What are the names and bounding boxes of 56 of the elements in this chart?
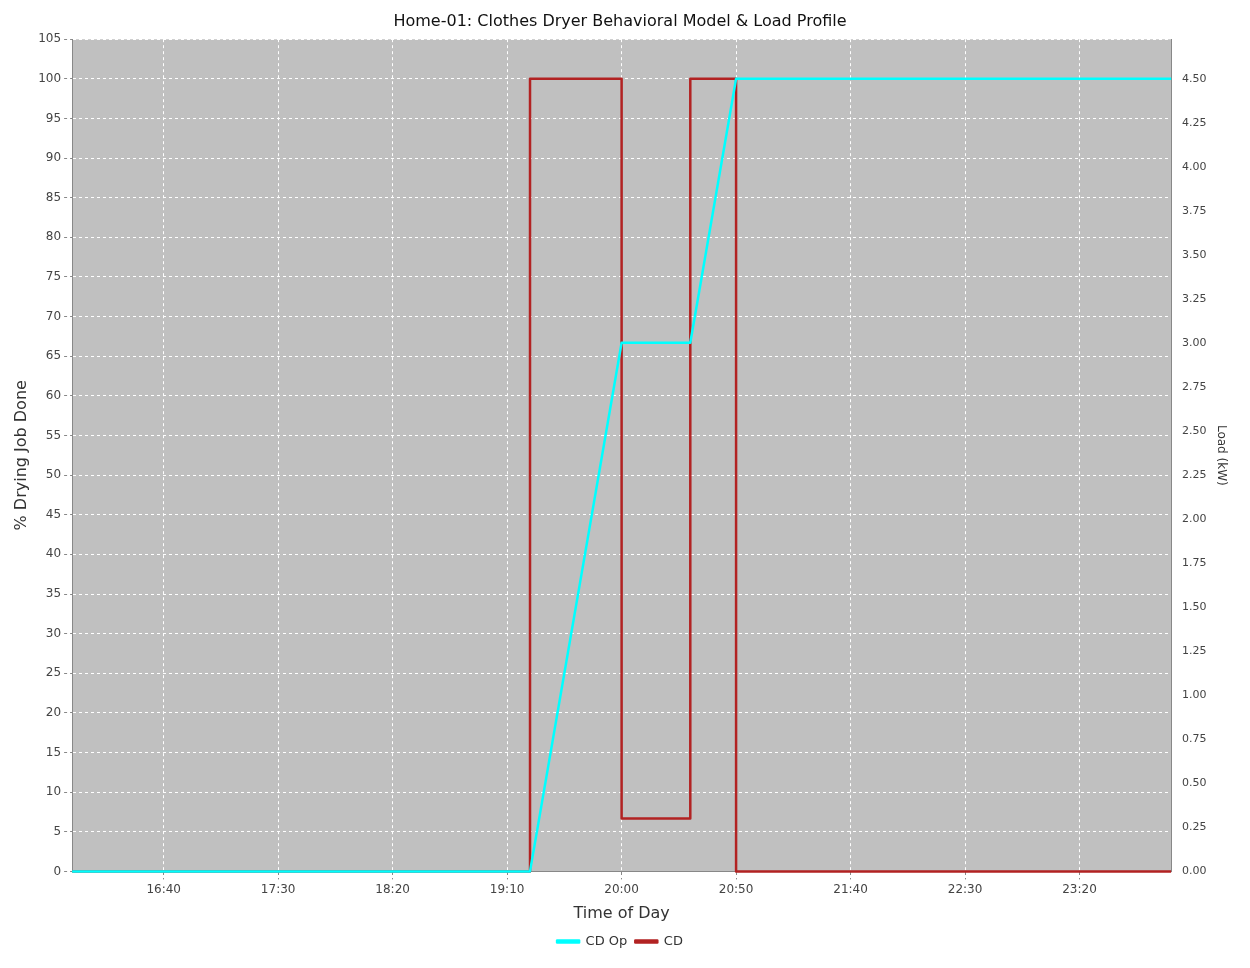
y-tick-label: 105: [38, 31, 62, 46]
y-tick-label: 70: [45, 308, 62, 323]
y2-tick-label: 3.75: [1182, 203, 1207, 217]
y-tick-label: 60: [45, 387, 62, 402]
y2-tick-label: 4.25: [1182, 115, 1207, 129]
y-tick-label: 85: [45, 189, 62, 204]
chart-title: Home-01: Clothes Dryer Behavioral Model & Load Profile: [393, 10, 847, 30]
y-tick-label: 65: [45, 348, 62, 363]
x-tick-label: 18:20: [375, 881, 410, 896]
y2-tick-label: 0.50: [1182, 776, 1207, 790]
x-tick-label: 17:30: [260, 881, 296, 896]
y2-tick-label: 3.00: [1182, 335, 1207, 349]
y2-tick-label: 3.50: [1182, 247, 1207, 261]
y-tick-label: 15: [45, 744, 62, 759]
y2-tick-label: 0.25: [1182, 820, 1207, 834]
y2-tick-label: 1.25: [1182, 644, 1207, 658]
y-tick-label: 45: [45, 506, 62, 521]
y2-tick-label: 4.50: [1182, 71, 1207, 85]
x-tick-label: 23:20: [1062, 881, 1097, 896]
y-axis-title: % Drying Job Done: [10, 380, 30, 531]
y-tick-label: 25: [45, 665, 62, 680]
x-tick-label: 22:30: [947, 881, 983, 896]
x-tick-label: 16:40: [146, 881, 181, 896]
y2-tick-label: 1.00: [1182, 688, 1207, 702]
y2-tick-label: 2.75: [1182, 379, 1207, 393]
y-tick-label: 75: [45, 269, 62, 284]
y2-tick-label: 1.50: [1182, 600, 1207, 614]
legend-label: CD Op: [585, 932, 628, 948]
y2-tick-label: 1.75: [1182, 556, 1207, 570]
x-tick-label: 20:00: [604, 881, 639, 896]
y-tick-label: 80: [45, 229, 62, 244]
legend-label: CD: [663, 932, 683, 948]
y2-tick-label: 4.00: [1182, 159, 1207, 173]
y-tick-label: 55: [45, 427, 62, 442]
y-tick-label: 35: [45, 586, 62, 601]
y-tick-label: 5: [53, 823, 62, 838]
y-tick-label: 100: [38, 70, 62, 85]
y-tick-label: 0: [53, 863, 62, 878]
y-tick-label: 95: [45, 110, 62, 125]
x-tick-label: 19:10: [489, 881, 525, 896]
y-tick-label: 90: [45, 150, 62, 165]
y2-tick-label: 2.50: [1182, 423, 1207, 437]
y-tick-label: 10: [45, 784, 62, 799]
y-tick-label: 30: [45, 625, 62, 640]
x-axis-title: Time of Day: [572, 902, 670, 922]
x-tick-label: 20:50: [718, 881, 754, 896]
y2-tick-label: 2.25: [1182, 467, 1207, 481]
y2-tick-label: 0.75: [1182, 732, 1207, 746]
y2-tick-label: 3.25: [1182, 291, 1207, 305]
y-tick-label: 50: [45, 467, 62, 482]
y2-tick-label: 2.00: [1182, 512, 1207, 526]
y-tick-label: 20: [45, 705, 62, 720]
y2-tick-label: 0.00: [1182, 864, 1207, 878]
y2-axis-title: Load (kW): [1214, 424, 1229, 486]
y-tick-label: 40: [45, 546, 62, 561]
x-tick-label: 21:40: [833, 881, 868, 896]
